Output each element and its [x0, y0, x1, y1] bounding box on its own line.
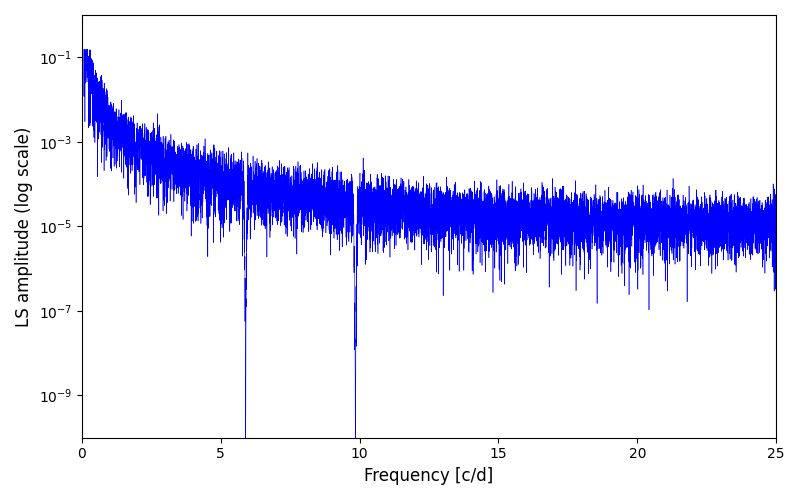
Y-axis label: LS amplitude (log scale): LS amplitude (log scale) [15, 126, 33, 326]
X-axis label: Frequency [c/d]: Frequency [c/d] [364, 467, 494, 485]
